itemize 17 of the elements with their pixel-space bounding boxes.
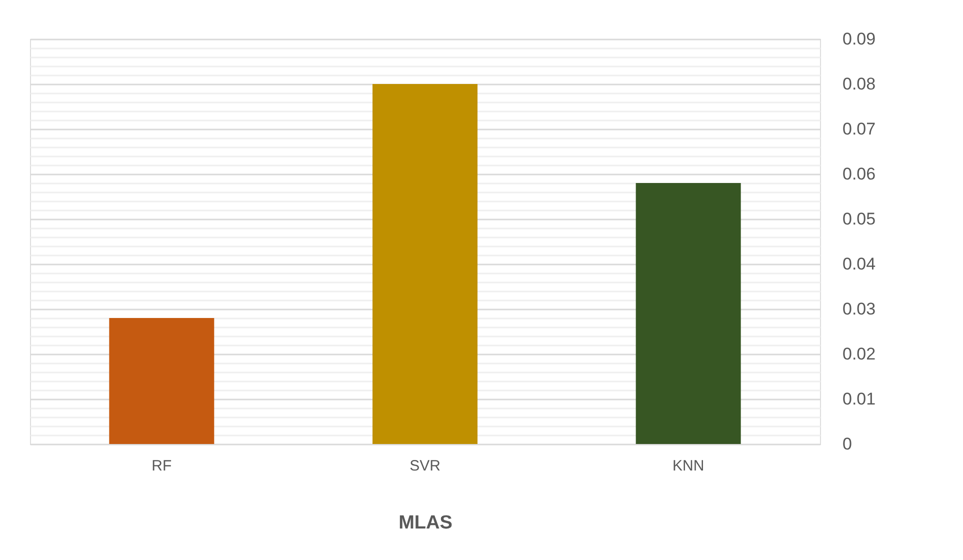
bar xyxy=(372,84,478,444)
y-tick-label: 0.08 xyxy=(842,74,876,94)
y-tick-label: 0.07 xyxy=(842,120,876,138)
y-tick-label: 0.06 xyxy=(842,164,876,184)
y-tick-label: 0.03 xyxy=(842,300,876,318)
x-tick-label: RF xyxy=(152,458,172,474)
y-tick-label: 0 xyxy=(842,434,852,454)
x-axis-title: MLAS xyxy=(398,512,452,534)
y-tick-label: 0.04 xyxy=(842,254,876,274)
y-tick-label: 0.01 xyxy=(842,390,876,408)
bar xyxy=(109,318,214,444)
y-tick-label: 0.02 xyxy=(842,344,876,364)
bar xyxy=(636,183,741,444)
x-tick-label: KNN xyxy=(672,458,704,474)
x-tick-label: SVR xyxy=(410,458,441,474)
y-tick-label: 0.09 xyxy=(842,30,876,48)
y-tick-label: 0.05 xyxy=(842,210,876,228)
